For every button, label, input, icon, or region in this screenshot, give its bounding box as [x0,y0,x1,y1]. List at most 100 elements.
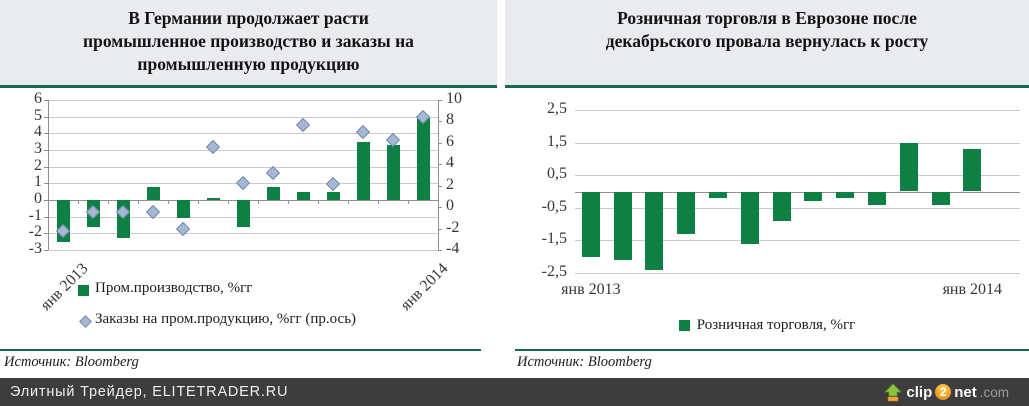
germany-source-rule [0,349,481,351]
left-axis-tick-label: 4 [34,123,42,141]
production-bar [266,186,280,200]
category-axis-tick [78,200,79,204]
retail-bar [931,191,950,205]
left-axis-tick-label: 6 [34,90,42,107]
right-axis-tick-label: -2 [446,218,460,236]
category-axis-tick [378,200,379,204]
right-axis-tick [438,164,442,166]
site-label: Элитный Трейдер, ELITETRADER.RU [10,384,289,400]
category-axis-tick [198,200,199,204]
category-axis-tick [318,200,319,204]
y-axis-tick-label: 0,5 [547,165,567,183]
left-axis-tick [44,250,48,251]
legend-production-swatch [78,285,89,296]
right-axis-tick [438,121,442,123]
y-axis-tick-label: 1,5 [547,132,567,150]
retail-bar [963,149,982,192]
clip2net-number-badge: 2 [935,384,952,400]
category-axis-tick [228,200,229,204]
production-bar [386,145,400,200]
retail-bar [581,191,600,257]
right-axis-tick-label: 4 [446,154,454,172]
right-axis-tick [438,228,442,230]
germany-source: Источник: Bloomberg [4,354,139,370]
retail-bar [613,191,632,260]
production-bar [296,191,310,200]
orders-diamond-marker [235,175,250,191]
gridline [575,207,1020,209]
left-axis-tick-label: -3 [28,240,42,257]
gridline [48,233,438,235]
y-axis-tick-label: -0,5 [541,197,567,215]
orders-diamond-marker [355,124,370,139]
production-bar [356,141,370,200]
gridline [48,116,438,118]
category-axis-tick [348,200,349,204]
orders-diamond-marker [295,118,310,133]
right-axis-tick-label: -4 [446,240,460,257]
x-axis-label: янв 2014 [942,281,1003,298]
left-axis-tick [44,150,48,151]
retail-bar [709,191,728,199]
orders-diamond-marker [325,177,340,192]
germany-header: В Германии продолжает расти промышленное… [0,0,497,88]
clip2net-text-net: net [954,383,977,401]
left-axis-tick [44,200,48,201]
legend: Розничная торговля, %гг [505,317,1029,334]
orders-diamond-marker [205,139,220,154]
left-axis-line [48,100,49,250]
x-axis-label: янв 2013 [561,281,621,298]
clip2net-text-clip: clip [906,383,933,401]
retail-bar [867,191,886,205]
germany-chart: 6 5 4 3 2 1 0 -1 -2 -3 10 8 6 4 2 0 -2 -4 янв 2013 янв 2014… [0,0,497,378]
left-axis-tick [44,233,48,235]
eurozone-title: Розничная торговля в Еврозоне после дека… [605,8,929,51]
left-axis-tick-label: 5 [34,106,42,124]
production-bar [176,200,190,219]
right-axis-line [438,100,439,250]
left-axis-tick-label: -1 [28,206,42,224]
eurozone-source-rule [515,349,1029,351]
left-axis-tick-label: 1 [34,173,42,191]
right-axis-tick [438,142,442,144]
left-axis-tick-label: 2 [34,156,42,174]
gridline [575,273,1020,274]
right-axis-tick [438,207,442,209]
gridline [575,142,1020,144]
category-axis-tick [138,200,139,204]
production-bar [416,118,430,200]
eurozone-source: Источник: Bloomberg [517,354,652,370]
eurozone-header: Розничная торговля в Еврозоне после дека… [505,0,1029,88]
y-axis-tick-label: -2,5 [541,263,567,280]
panel-germany: В Германии продолжает расти промышленное… [0,0,497,378]
eurozone-chart: 2,5 1,5 0,5 -0,5 -1,5 -2,5 янв 2013 янв 2014 Роз… [505,0,1029,378]
left-axis-tick [44,216,48,218]
production-bar [326,191,340,200]
left-axis-tick [44,116,48,118]
category-axis-tick [288,200,289,204]
legend-retail-label: Розничная торговля, %гг [696,317,856,333]
left-axis-tick-label: -2 [28,223,42,241]
zero-gridline [575,191,1020,193]
right-axis-tick-label: 2 [446,175,454,193]
left-axis-tick [44,100,48,101]
clip2net-text-com: .com [979,384,1009,400]
production-bar [206,198,220,200]
retail-bar [804,191,823,202]
category-axis-tick [258,200,259,204]
x-axis-label: янв 2014 [396,260,452,315]
clip2net-upload-arrow-icon [884,382,903,401]
legend-production-label: Пром.производство, %гг [95,280,253,296]
left-axis-tick [44,183,48,185]
retail-bar [772,191,791,221]
orders-diamond-marker [265,166,280,181]
germany-title: В Германии продолжает расти промышленное… [83,8,414,74]
right-axis-tick-label: 0 [446,197,454,215]
retail-bar [836,191,855,199]
right-axis-tick [438,185,442,187]
y-axis-tick-label: -1,5 [541,230,567,248]
retail-bar [645,191,664,270]
right-axis-tick-label: 10 [446,90,462,107]
gridline [575,175,1020,177]
